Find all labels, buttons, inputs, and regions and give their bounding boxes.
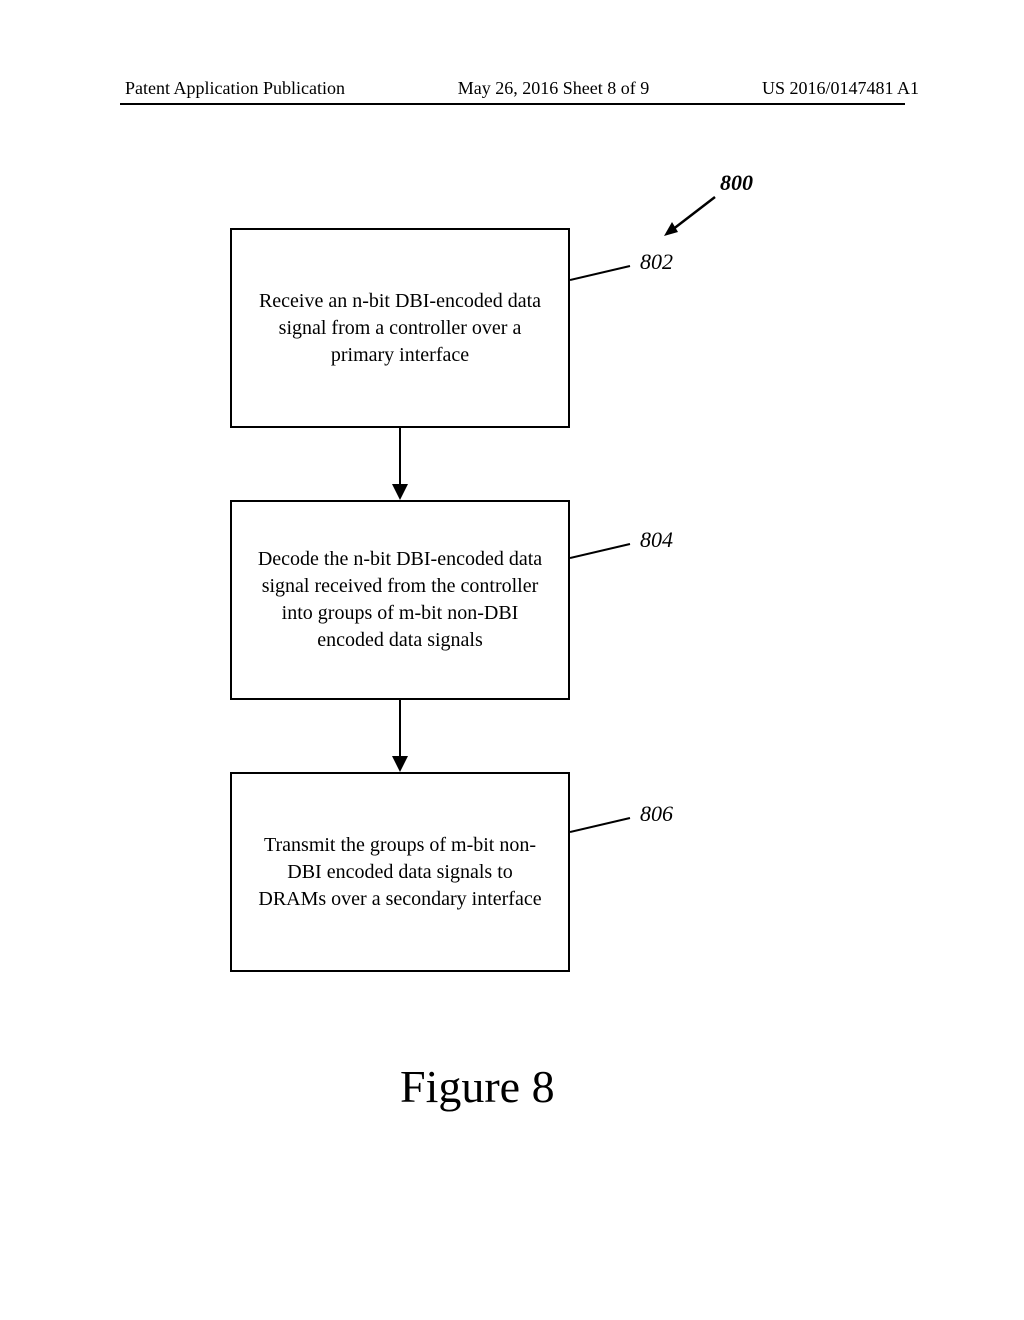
header-rule	[120, 103, 905, 105]
flow-box-806: Transmit the groups of m-bit non-DBI enc…	[230, 772, 570, 972]
flow-box-804: Decode the n-bit DBI-encoded data signal…	[230, 500, 570, 700]
arrow-1-2-head	[392, 484, 408, 500]
figure-caption: Figure 8	[400, 1060, 555, 1113]
ref-802-label: 802	[640, 249, 673, 275]
header-left: Patent Application Publication	[125, 78, 345, 99]
flow-box-802: Receive an n-bit DBI-encoded data signal…	[230, 228, 570, 428]
arrow-1-2-line	[399, 428, 401, 484]
ref-804-label: 804	[640, 527, 673, 553]
flow-box-806-text: Transmit the groups of m-bit non-DBI enc…	[256, 832, 544, 913]
ref-802-leader	[570, 262, 640, 287]
ref-806-leader	[570, 814, 640, 839]
flow-box-802-text: Receive an n-bit DBI-encoded data signal…	[256, 288, 544, 369]
ref-main-label: 800	[720, 170, 753, 196]
header-right: US 2016/0147481 A1	[762, 78, 919, 99]
arrow-2-3-head	[392, 756, 408, 772]
ref-806-label: 806	[640, 801, 673, 827]
header-center: May 26, 2016 Sheet 8 of 9	[458, 78, 649, 99]
ref-804-leader	[570, 540, 640, 565]
flow-box-804-text: Decode the n-bit DBI-encoded data signal…	[256, 546, 544, 654]
arrow-2-3-line	[399, 700, 401, 756]
page: Patent Application Publication May 26, 2…	[0, 0, 1024, 1320]
ref-main-arrow	[660, 192, 720, 242]
page-header: Patent Application Publication May 26, 2…	[0, 78, 1024, 99]
